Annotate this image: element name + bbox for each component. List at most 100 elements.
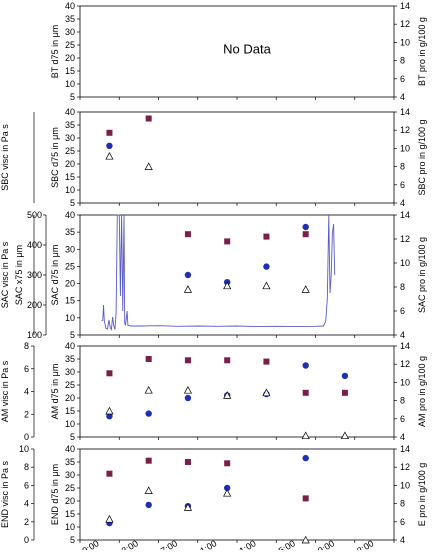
end-outer-tick-label: 6 [24, 480, 29, 490]
end-left-tick-label: 25 [65, 483, 75, 493]
sac-square-point [302, 231, 309, 238]
sbc-plot-frame [79, 111, 395, 204]
sbc-circle-point [106, 142, 113, 149]
sbc-right-tick-label: 10 [400, 143, 410, 153]
am-left-tick-label: 40 [65, 341, 75, 351]
sac-mid-tick-label: 100 [27, 330, 42, 340]
sbc-left-tick-label: 30 [65, 133, 75, 143]
sac-circle-point [302, 223, 309, 231]
end-right-axis-label: E pro in g/100 g [417, 463, 427, 527]
bt-right-tick-label: 10 [400, 37, 410, 47]
bt-right-tick-label: 4 [400, 92, 405, 102]
am-circle-point [184, 394, 192, 402]
end-right-tick-label: 4 [400, 535, 405, 545]
sac-square-point [184, 231, 191, 238]
sac-x75-line [101, 214, 336, 332]
sac-circle-point [263, 263, 270, 270]
sac-right-tick-label: 4 [400, 330, 405, 340]
am-right-tick-label: 14 [400, 341, 410, 351]
end-square-point [184, 459, 191, 465]
am-left-tick-label: 15 [65, 406, 75, 416]
end-triangle-point [144, 486, 153, 494]
sac-mid-axis-label: SAC x75 in μm [14, 245, 24, 305]
am-right-tick-label: 8 [400, 396, 405, 406]
am-square-point [263, 358, 270, 365]
sbc-square-point [106, 129, 113, 136]
sbc-right-tick-label: 12 [400, 125, 410, 135]
sac-mid-tick-label: 500 [27, 210, 42, 220]
am-square-point [341, 389, 348, 396]
am-square-point [302, 389, 309, 396]
end-circle-point [223, 484, 231, 492]
am-right-tick-label: 6 [400, 414, 405, 424]
sac-right-axis-label: SAC pro in g/100 g [417, 237, 427, 313]
end-right-tick-label: 8 [400, 499, 405, 509]
sac-triangle-point [183, 285, 193, 293]
am-square-point [224, 357, 231, 364]
end-circle-point [145, 501, 152, 509]
end-outer-tick-label: 2 [24, 517, 29, 527]
sac-right-tick-label: 12 [400, 234, 410, 244]
sac-circle-point [184, 271, 192, 279]
sbc-left-tick-label: 15 [65, 172, 75, 182]
am-left-tick-label: 25 [65, 380, 75, 390]
am-outer-tick-label: 6 [24, 364, 29, 374]
bt-left-tick-label: 30 [65, 27, 75, 37]
am-triangle-point [144, 385, 153, 394]
end-left-tick-label: 40 [65, 444, 75, 454]
am-outer-tick-label: 8 [24, 341, 29, 351]
end-left-tick-label: 5 [70, 535, 75, 545]
bt-left-tick-label: 15 [65, 66, 75, 76]
sac-outer-axis-label: SAC visc in Pa s [0, 241, 10, 308]
am-triangle-point [340, 431, 350, 440]
am-circle-point [341, 372, 349, 380]
am-right-axis-label: AM pro in g/100 g [417, 356, 427, 427]
end-outer-tick-label: 8 [24, 462, 29, 472]
bt-left-tick-label: 20 [65, 53, 75, 63]
sac-right-tick-label: 10 [400, 258, 410, 268]
end-right-tick-label: 6 [400, 517, 405, 527]
bt-left-tick-label: 25 [65, 40, 75, 50]
end-square-point [302, 495, 309, 502]
end-square-point [145, 457, 152, 464]
am-circle-point [145, 410, 152, 417]
sac-left-tick-label: 35 [65, 227, 75, 237]
am-right-tick-label: 4 [400, 432, 405, 442]
bt-left-tick-label: 10 [65, 79, 75, 89]
end-left-tick-label: 30 [65, 470, 75, 480]
end-square-point [106, 470, 113, 477]
end-triangle-point [105, 514, 114, 523]
end-outer-tick-label: 10 [19, 444, 29, 454]
am-square-point [145, 356, 152, 362]
bt-right-tick-label: 6 [400, 74, 405, 84]
am-outer-tick-label: 0 [24, 432, 29, 442]
bt-annotation-text: No Data [223, 42, 271, 57]
end-circle-point [302, 454, 309, 462]
am-outer-tick-label: 2 [24, 409, 29, 419]
end-right-tick-label: 10 [400, 480, 410, 490]
bt-left-tick-label: 40 [65, 1, 75, 11]
sac-right-tick-label: 14 [400, 210, 410, 220]
sbc-left-tick-label: 40 [65, 107, 75, 117]
sac-left-tick-label: 40 [65, 210, 75, 220]
sac-triangle-point [223, 281, 232, 290]
end-right-tick-label: 14 [400, 444, 410, 454]
end-square-point [224, 460, 231, 467]
sbc-left-tick-label: 10 [65, 185, 75, 195]
sbc-right-tick-label: 14 [400, 107, 410, 117]
sbc-triangle-point [144, 162, 153, 170]
am-triangle-point [183, 385, 193, 394]
sac-right-tick-label: 6 [400, 306, 405, 316]
am-outer-axis-label: AM visc in Pa s [0, 360, 10, 422]
sbc-left-tick-label: 20 [65, 159, 75, 169]
end-left-axis-label: END d75 in μm [50, 464, 60, 525]
sac-left-tick-label: 30 [65, 244, 75, 254]
sac-mid-tick-label: 400 [27, 240, 42, 250]
am-triangle-point [223, 391, 232, 399]
am-circle-point [106, 413, 113, 420]
end-left-tick-label: 20 [65, 496, 75, 506]
bt-left-tick-label: 35 [65, 14, 75, 24]
sbc-left-tick-label: 25 [65, 146, 75, 156]
sac-square-point [263, 233, 270, 240]
end-outer-tick-label: 0 [24, 535, 29, 545]
